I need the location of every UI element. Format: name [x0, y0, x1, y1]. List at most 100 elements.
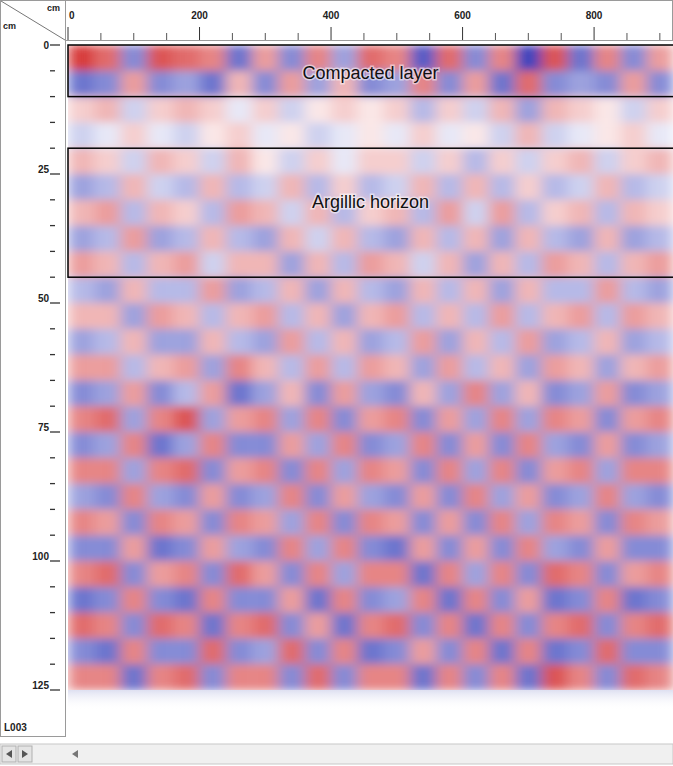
- y-minor-tick: [50, 612, 55, 613]
- cell: [147, 484, 174, 510]
- scrollbar: [0, 744, 673, 764]
- x-tick-label: 200: [191, 10, 208, 21]
- cell: [305, 380, 332, 406]
- x-minor-tick: [626, 33, 627, 40]
- depth-panel: [1, 1, 66, 737]
- cell: [647, 45, 673, 71]
- cell: [647, 484, 673, 510]
- x-tick-label: 0: [69, 10, 75, 21]
- cell: [384, 355, 411, 381]
- cell: [594, 355, 621, 381]
- cell: [489, 561, 516, 587]
- cell: [489, 226, 516, 252]
- cell: [515, 432, 542, 458]
- cell: [568, 406, 595, 432]
- cell: [200, 148, 227, 174]
- cell: [200, 613, 227, 639]
- cell: [147, 71, 174, 97]
- cell: [357, 561, 384, 587]
- cell: [121, 355, 148, 381]
- y-tick: [50, 173, 60, 174]
- cell: [541, 458, 568, 484]
- cell: [463, 406, 490, 432]
- cell: [384, 303, 411, 329]
- cell: [620, 303, 647, 329]
- cell: [305, 638, 332, 664]
- cell: [594, 380, 621, 406]
- cell: [68, 458, 95, 484]
- cell: [568, 71, 595, 97]
- cell: [515, 226, 542, 252]
- profile-label: L003: [4, 722, 27, 733]
- cell: [384, 509, 411, 535]
- cell: [200, 226, 227, 252]
- cell: [436, 303, 463, 329]
- cell: [541, 200, 568, 226]
- cell: [436, 329, 463, 355]
- cell: [463, 71, 490, 97]
- cell: [68, 484, 95, 510]
- cell: [305, 561, 332, 587]
- y-minor-tick: [50, 586, 55, 587]
- chart: cmcm02004006008000255075100125Compacted …: [0, 0, 673, 766]
- cell: [594, 638, 621, 664]
- cell: [121, 97, 148, 123]
- cell: [331, 303, 358, 329]
- cell: [594, 148, 621, 174]
- cell: [568, 329, 595, 355]
- cell: [226, 509, 253, 535]
- cell: [541, 45, 568, 71]
- cell: [357, 613, 384, 639]
- cell: [173, 329, 200, 355]
- cell: [331, 380, 358, 406]
- cell: [647, 509, 673, 535]
- cell: [647, 303, 673, 329]
- cell: [121, 45, 148, 71]
- cell: [620, 45, 647, 71]
- cell: [200, 561, 227, 587]
- cell: [305, 664, 332, 690]
- cell: [147, 355, 174, 381]
- cell: [200, 71, 227, 97]
- cell: [436, 174, 463, 200]
- cell: [94, 200, 121, 226]
- cell: [541, 406, 568, 432]
- y-minor-tick: [50, 638, 55, 639]
- cell: [515, 45, 542, 71]
- x-minor-tick: [232, 33, 233, 40]
- cell: [541, 329, 568, 355]
- cell: [436, 122, 463, 148]
- cell: [568, 432, 595, 458]
- cell: [568, 587, 595, 613]
- cell: [147, 561, 174, 587]
- cell: [226, 174, 253, 200]
- cell: [357, 226, 384, 252]
- cell: [331, 561, 358, 587]
- cell: [515, 355, 542, 381]
- cell: [147, 638, 174, 664]
- y-tick: [50, 431, 60, 432]
- cell: [515, 561, 542, 587]
- cell: [331, 613, 358, 639]
- cell: [252, 251, 279, 277]
- cell: [357, 458, 384, 484]
- cell: [515, 484, 542, 510]
- cell: [68, 251, 95, 277]
- cell: [620, 71, 647, 97]
- cell: [647, 664, 673, 690]
- cell: [200, 200, 227, 226]
- cell: [568, 458, 595, 484]
- cell: [436, 355, 463, 381]
- cell: [568, 200, 595, 226]
- annotation-label: Compacted layer: [302, 63, 438, 83]
- x-tick-label: 600: [454, 10, 471, 21]
- cell: [252, 638, 279, 664]
- cell: [94, 509, 121, 535]
- cell: [147, 613, 174, 639]
- cell: [331, 97, 358, 123]
- cell: [121, 277, 148, 303]
- cell: [278, 432, 305, 458]
- scroll-arrow: [72, 750, 78, 758]
- cell: [489, 638, 516, 664]
- cell: [594, 251, 621, 277]
